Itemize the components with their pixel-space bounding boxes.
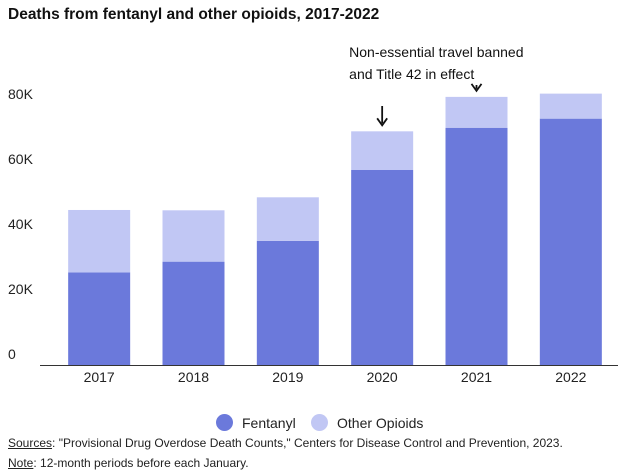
footnote: Note: 12-month periods before each Janua… [8, 456, 249, 470]
bar-fentanyl-2019 [256, 240, 319, 365]
x-tick-label: 2018 [178, 369, 209, 385]
chart-legend: Fentanyl Other Opioids [0, 414, 628, 434]
x-tick-label: 2021 [461, 369, 492, 385]
sources-text: : "Provisional Drug Overdose Death Count… [52, 436, 563, 450]
note-label: Note [8, 456, 34, 470]
bar-other-opioids-2020 [351, 131, 414, 170]
x-tick-label: 2017 [84, 369, 115, 385]
bar-other-opioids-2018 [162, 210, 225, 262]
annotation-text-line: Non-essential travel banned [349, 44, 523, 60]
legend-label-other-opioids: Other Opioids [337, 414, 424, 431]
bar-fentanyl-2020 [351, 170, 414, 365]
sources-label: Sources [8, 436, 53, 450]
y-tick-label: 20K [8, 281, 34, 297]
bar-other-opioids-2022 [539, 93, 602, 119]
bar-other-opioids-2019 [256, 197, 319, 241]
bar-other-opioids-2017 [68, 209, 131, 273]
y-tick-label: 60K [8, 151, 34, 167]
legend-swatch-other-opioids [311, 414, 328, 431]
note-text: : 12-month periods before each January. [33, 456, 249, 470]
legend-item-other-opioids: Other Opioids [311, 414, 423, 431]
stacked-bar-chart: 0 20K 40K 60K 80K 2017 2018 2019 2020 2021 2022 Non… [8, 44, 618, 385]
legend-item-fentanyl: Fentanyl [216, 414, 296, 431]
x-tick-label: 2022 [555, 369, 586, 385]
y-tick-label: 0 [8, 346, 16, 362]
sources-note: Sources: "Provisional Drug Overdose Deat… [8, 436, 563, 450]
legend-swatch-fentanyl [216, 414, 233, 431]
x-tick-label: 2020 [367, 369, 398, 385]
bar-fentanyl-2017 [68, 272, 131, 365]
annotation-text-line: and Title 42 in effect [349, 66, 474, 82]
chart-title: Deaths from fentanyl and other opioids, … [8, 6, 380, 23]
y-tick-label: 40K [8, 216, 34, 232]
bar-fentanyl-2021 [445, 127, 508, 365]
bar-fentanyl-2018 [162, 261, 225, 365]
x-tick-label: 2019 [272, 369, 303, 385]
y-tick-label: 80K [8, 86, 34, 102]
legend-label-fentanyl: Fentanyl [242, 414, 296, 431]
annotation-arrow-head [376, 117, 388, 127]
annotation-arrow-head [470, 83, 483, 93]
bar-other-opioids-2021 [445, 96, 508, 128]
bar-fentanyl-2022 [539, 118, 602, 366]
